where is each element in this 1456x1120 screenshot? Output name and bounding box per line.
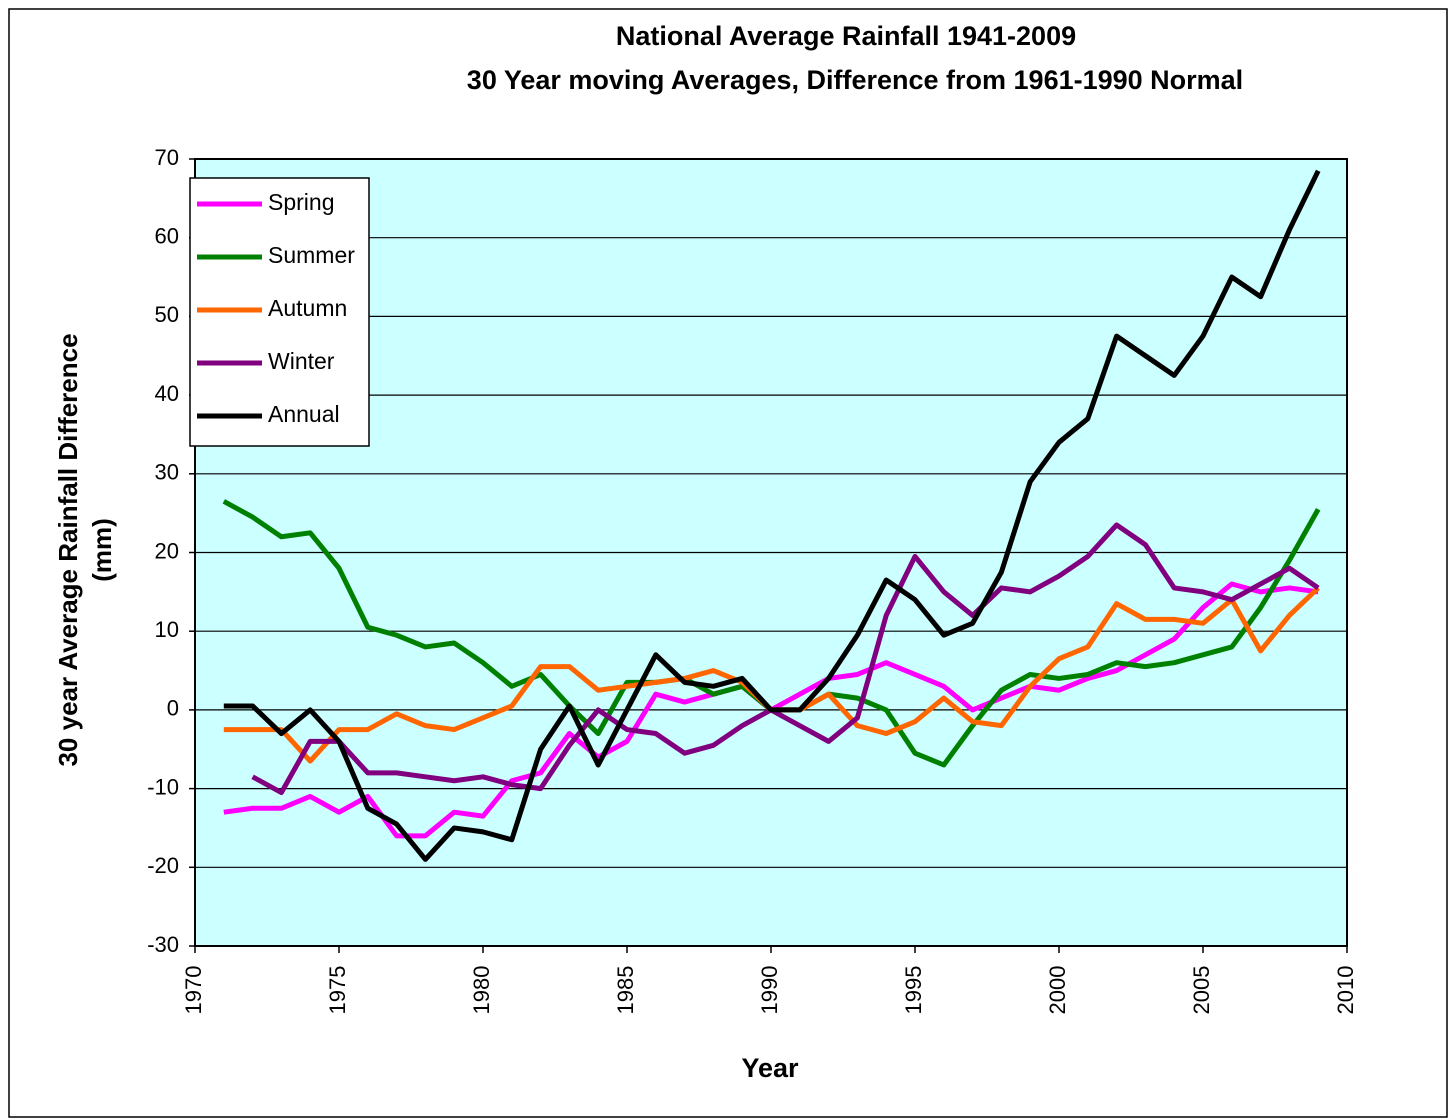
y-tick-label: 50	[155, 302, 179, 327]
y-tick-label: 60	[155, 224, 179, 249]
y-tick-label: -10	[147, 774, 179, 799]
x-tick-label: 1995	[901, 966, 926, 1015]
y-tick-label: 20	[155, 538, 179, 563]
series-line	[251, 522, 1320, 796]
y-tick-label: 10	[155, 617, 179, 642]
y-axis-label: 30 year Average Rainfall Difference	[53, 333, 83, 766]
series-line	[223, 169, 1321, 862]
y-tick-label: 70	[155, 145, 179, 170]
x-tick-label: 2010	[1333, 966, 1358, 1015]
legend-label: Autumn	[268, 295, 347, 321]
x-tick-label: 1980	[469, 966, 494, 1015]
plot-border	[194, 158, 1348, 947]
y-tick-label: -30	[147, 932, 179, 957]
chart-title: National Average Rainfall 1941-2009	[616, 21, 1076, 51]
y-tick-label: 0	[167, 696, 179, 721]
chart-subtitle: 30 Year moving Averages, Difference from…	[467, 65, 1243, 95]
x-axis-label: Year	[741, 1053, 799, 1083]
y-axis-label-unit: (mm)	[87, 518, 117, 582]
x-tick-label: 1985	[613, 966, 638, 1015]
legend-label: Spring	[268, 189, 334, 215]
x-tick-label: 1975	[325, 966, 350, 1015]
x-tick-label: 2005	[1189, 966, 1214, 1015]
legend-label: Winter	[268, 348, 335, 374]
x-tick-label: 1970	[181, 966, 206, 1015]
y-tick-label: 30	[155, 460, 179, 485]
legend-label: Summer	[268, 242, 355, 268]
x-tick-label: 1990	[757, 966, 782, 1015]
legend-label: Annual	[268, 401, 340, 427]
x-tick-label: 2000	[1045, 966, 1070, 1015]
y-tick-label: -20	[147, 853, 179, 878]
y-tick-label: 40	[155, 381, 179, 406]
